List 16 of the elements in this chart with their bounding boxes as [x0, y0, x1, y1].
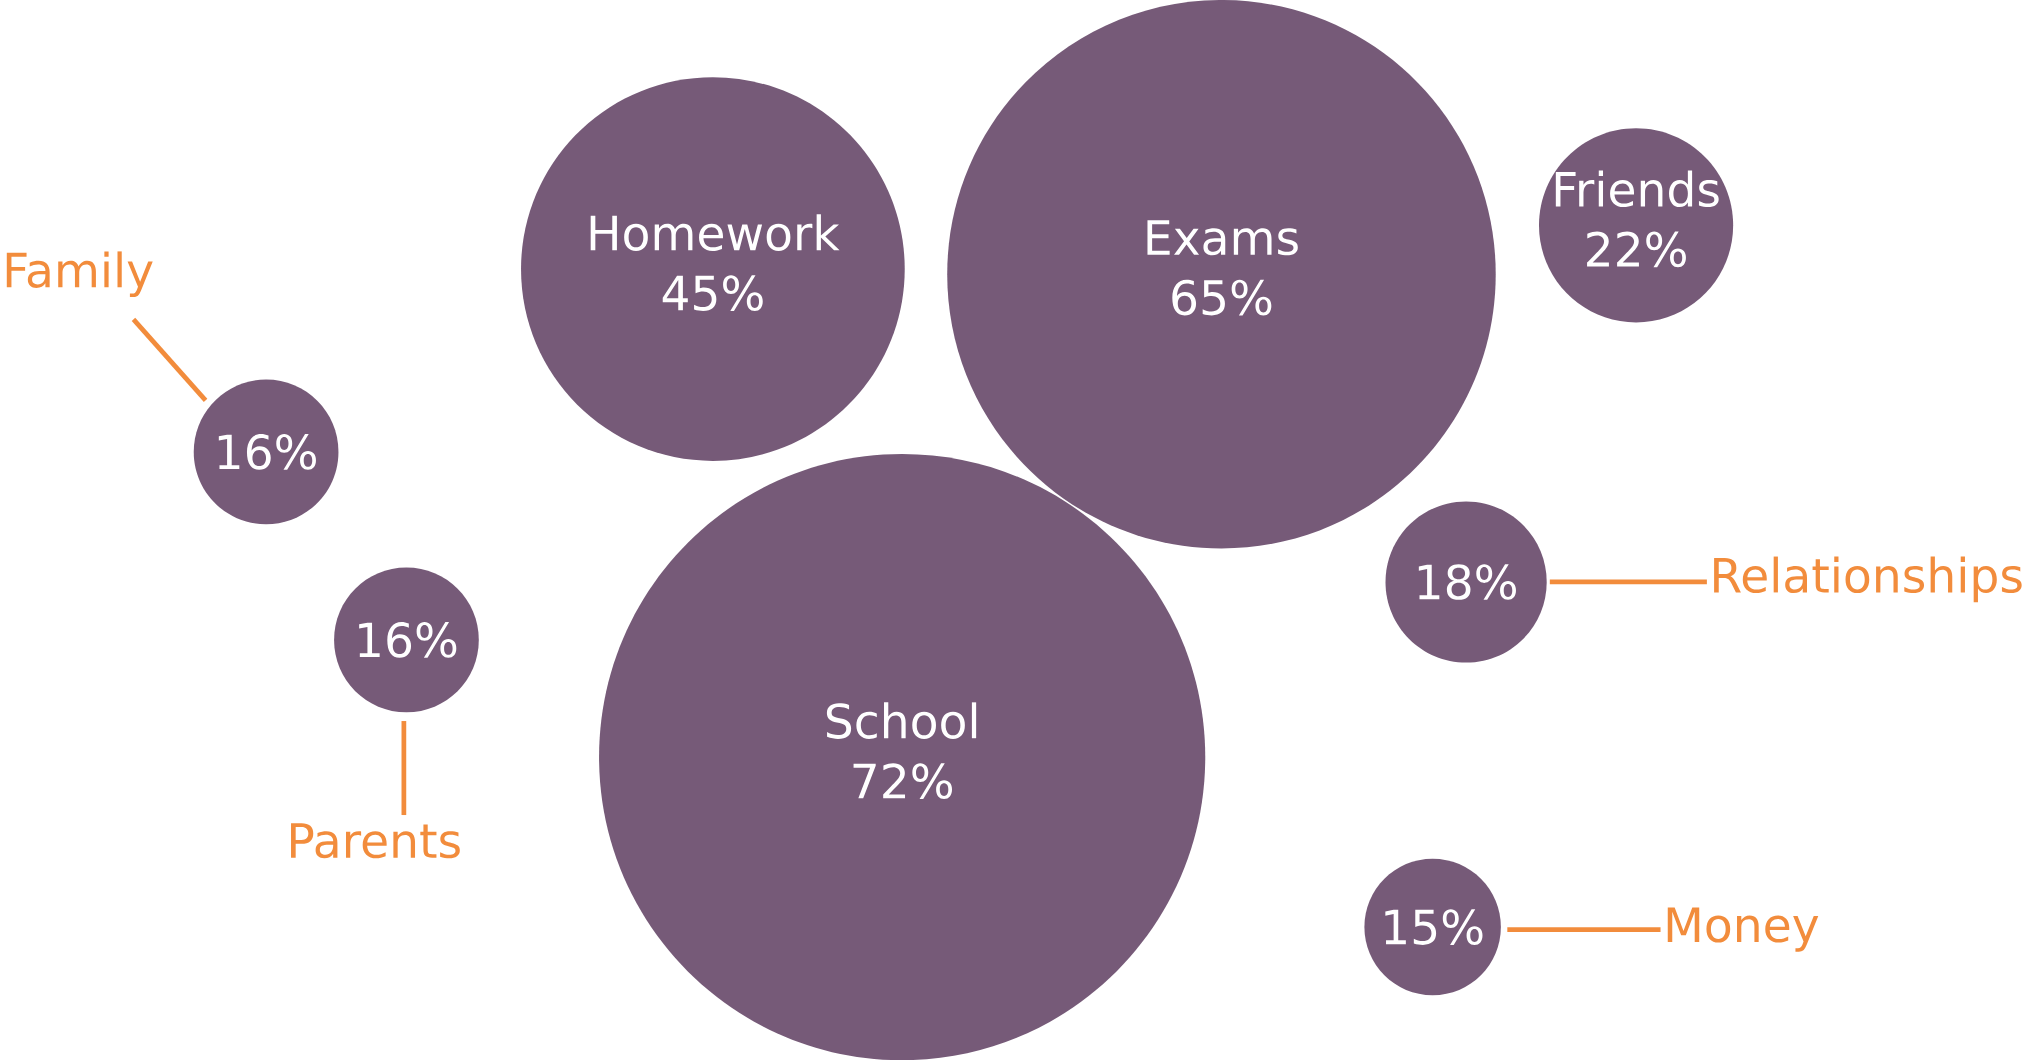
category-label: Money: [1667, 907, 1819, 952]
data-label: 22%: [1587, 231, 1686, 268]
category-label: School: [826, 702, 977, 739]
data-label: 65%: [1172, 279, 1272, 316]
category-label: Exams: [1147, 220, 1298, 256]
data-label: 16%: [218, 433, 316, 470]
category-label: Family: [6, 251, 153, 298]
data-label: 72%: [853, 763, 953, 799]
data-label: 45%: [662, 275, 763, 311]
category-label: Parents: [291, 823, 460, 859]
category-label: Homework: [590, 214, 840, 251]
category-label: Relationships: [1714, 556, 2022, 603]
data-label: 15%: [1385, 909, 1483, 945]
data-label: 18%: [1418, 564, 1516, 600]
data-label: 16%: [359, 621, 457, 658]
category-label: Friends: [1555, 170, 1719, 208]
